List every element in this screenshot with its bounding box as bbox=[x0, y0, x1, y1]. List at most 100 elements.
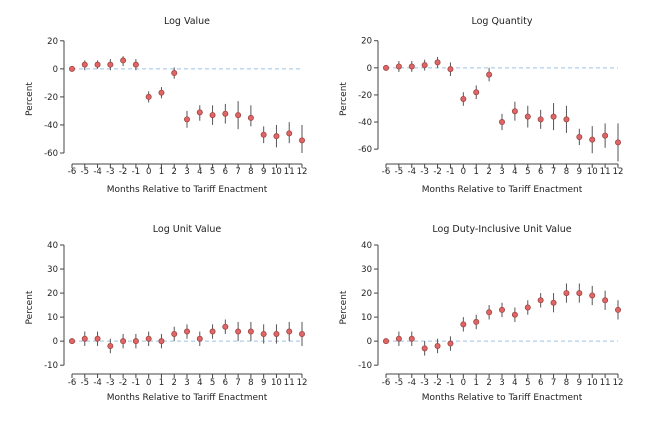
x-tick-label: -1 bbox=[446, 167, 454, 177]
x-tick-label: -2 bbox=[433, 167, 441, 177]
data-point bbox=[120, 57, 127, 64]
y-tick-label: 0 bbox=[53, 337, 58, 347]
data-point bbox=[498, 306, 505, 313]
data-point bbox=[576, 133, 583, 140]
y-axis-label: Percent bbox=[339, 290, 349, 324]
x-tick-label: -1 bbox=[446, 378, 454, 388]
y-tick-label: 0 bbox=[53, 65, 58, 75]
x-tick-label: -4 bbox=[408, 378, 416, 388]
x-tick-label: 7 bbox=[235, 167, 240, 177]
x-tick-label: -1 bbox=[132, 167, 140, 177]
data-point bbox=[286, 328, 293, 335]
data-point bbox=[602, 132, 609, 139]
y-tick-label: -60 bbox=[358, 145, 372, 155]
data-point bbox=[524, 113, 531, 120]
x-axis-label: Months Relative to Tariff Enactment bbox=[107, 185, 268, 195]
x-tick-label: 9 bbox=[261, 167, 266, 177]
data-point bbox=[434, 342, 441, 349]
data-point bbox=[434, 59, 441, 66]
x-tick-label: 11 bbox=[600, 378, 611, 388]
x-axis-label: Months Relative to Tariff Enactment bbox=[422, 393, 583, 403]
y-tick-label: 30 bbox=[47, 265, 58, 275]
data-point bbox=[563, 290, 570, 297]
x-tick-label: 2 bbox=[486, 167, 491, 177]
data-point bbox=[486, 71, 493, 78]
data-point bbox=[94, 61, 101, 68]
data-point bbox=[132, 338, 139, 345]
data-point bbox=[511, 311, 518, 318]
data-point bbox=[602, 297, 609, 304]
data-point bbox=[171, 70, 178, 77]
data-point bbox=[473, 89, 480, 96]
data-point bbox=[395, 335, 402, 342]
data-point bbox=[235, 328, 242, 335]
y-tick-label: 40 bbox=[47, 241, 58, 251]
y-axis-label: Percent bbox=[25, 82, 35, 116]
x-tick-label: -4 bbox=[408, 167, 416, 177]
data-point bbox=[550, 299, 557, 306]
data-point bbox=[69, 338, 76, 345]
data-point bbox=[222, 110, 229, 117]
data-point bbox=[447, 340, 454, 347]
data-point bbox=[183, 116, 190, 123]
x-tick-label: 2 bbox=[172, 167, 177, 177]
y-tick-label: 30 bbox=[361, 265, 372, 275]
y-axis-label: Percent bbox=[339, 82, 349, 116]
y-tick-label: -60 bbox=[44, 149, 58, 159]
x-tick-label: 5 bbox=[525, 167, 530, 177]
data-point bbox=[209, 112, 216, 119]
data-point bbox=[408, 63, 415, 70]
data-point bbox=[589, 136, 596, 143]
x-tick-label: 11 bbox=[284, 378, 295, 388]
x-tick-label: 8 bbox=[564, 378, 569, 388]
y-tick-label: 40 bbox=[361, 241, 372, 251]
x-tick-label: 1 bbox=[474, 167, 479, 177]
x-tick-label: -3 bbox=[106, 378, 114, 388]
y-tick-label: 20 bbox=[47, 37, 58, 47]
x-tick-label: 12 bbox=[297, 378, 308, 388]
data-point bbox=[132, 61, 139, 68]
x-tick-label: 11 bbox=[284, 167, 295, 177]
x-axis-label: Months Relative to Tariff Enactment bbox=[422, 185, 583, 195]
y-tick-label: -20 bbox=[358, 91, 372, 101]
data-point bbox=[171, 330, 178, 337]
x-tick-label: -3 bbox=[420, 167, 428, 177]
chart-title: Log Unit Value bbox=[153, 224, 222, 235]
x-tick-label: -6 bbox=[382, 167, 390, 177]
x-tick-label: 0 bbox=[461, 378, 466, 388]
data-point bbox=[408, 335, 415, 342]
x-tick-label: 0 bbox=[461, 167, 466, 177]
x-tick-label: 2 bbox=[172, 378, 177, 388]
data-point bbox=[460, 96, 467, 103]
x-tick-label: 1 bbox=[159, 167, 164, 177]
y-tick-label: -10 bbox=[358, 361, 372, 371]
x-tick-label: 7 bbox=[235, 378, 240, 388]
data-point bbox=[421, 62, 428, 69]
data-point bbox=[196, 335, 203, 342]
data-point bbox=[486, 309, 493, 316]
x-tick-label: 3 bbox=[499, 167, 504, 177]
data-point bbox=[107, 342, 114, 349]
x-tick-label: 6 bbox=[223, 378, 228, 388]
y-tick-label: 0 bbox=[367, 337, 372, 347]
x-tick-label: 5 bbox=[210, 378, 215, 388]
data-point bbox=[382, 338, 389, 345]
x-tick-label: 10 bbox=[587, 378, 598, 388]
x-tick-label: 4 bbox=[512, 378, 517, 388]
x-tick-label: 3 bbox=[184, 378, 189, 388]
x-tick-label: 4 bbox=[512, 167, 517, 177]
data-point bbox=[247, 114, 254, 121]
data-point bbox=[273, 133, 280, 140]
data-point bbox=[524, 304, 531, 311]
data-point bbox=[209, 328, 216, 335]
data-point bbox=[222, 323, 229, 330]
data-point bbox=[498, 119, 505, 126]
x-tick-label: -3 bbox=[106, 167, 114, 177]
x-tick-label: 8 bbox=[564, 167, 569, 177]
chart-panel-4: Log Duty-Inclusive Unit Value403020100-1… bbox=[339, 224, 623, 403]
x-tick-label: 6 bbox=[538, 167, 543, 177]
x-tick-label: 6 bbox=[538, 378, 543, 388]
data-point bbox=[550, 113, 557, 120]
